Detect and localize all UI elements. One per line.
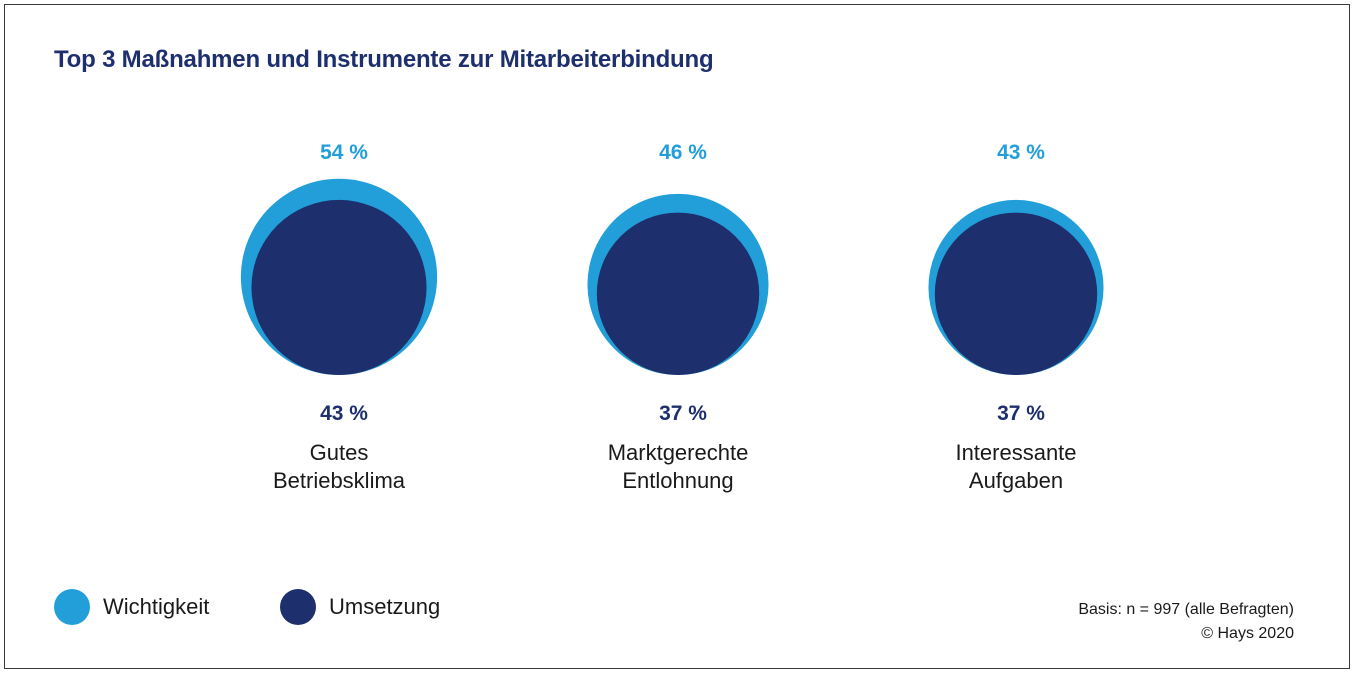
source-copyright: © Hays 2020	[1201, 625, 1294, 642]
category-label-2-line-2: Entlohnung	[622, 468, 733, 493]
value-label-umsetzung-3: 37 %	[997, 402, 1045, 425]
category-label-2-line-1: Marktgerechte	[608, 440, 749, 465]
legend-swatch-umsetzung	[280, 589, 316, 625]
value-label-wichtigkeit-3: 43 %	[997, 141, 1045, 164]
bubble-umsetzung-2	[596, 212, 760, 375]
category-label-3-line-2: Aufgaben	[969, 468, 1063, 493]
category-label-3-line-1: Interessante	[955, 440, 1076, 465]
value-label-umsetzung-1: 43 %	[320, 402, 368, 425]
legend-item-wichtigkeit: Wichtigkeit	[54, 589, 209, 625]
source-note: Basis: n = 997 (alle Befragten) © Hays 2…	[1078, 598, 1294, 646]
value-label-wichtigkeit-2: 46 %	[659, 141, 707, 164]
bubble-umsetzung-1	[251, 199, 427, 375]
legend-item-umsetzung: Umsetzung	[280, 589, 440, 625]
source-basis: Basis: n = 997 (alle Befragten)	[1078, 601, 1294, 618]
category-label-1-line-1: Gutes	[310, 440, 369, 465]
value-label-umsetzung-2: 37 %	[659, 402, 707, 425]
legend-label-wichtigkeit: Wichtigkeit	[103, 594, 210, 619]
legend-label-umsetzung: Umsetzung	[329, 594, 441, 619]
bubble-umsetzung-3	[934, 212, 1098, 375]
chart-title: Top 3 Maßnahmen und Instrumente zur Mita…	[54, 46, 714, 73]
legend-swatch-wichtigkeit	[54, 589, 90, 625]
category-label-1-line-2: Betriebsklima	[273, 468, 406, 493]
value-label-wichtigkeit-1: 54 %	[320, 141, 368, 164]
